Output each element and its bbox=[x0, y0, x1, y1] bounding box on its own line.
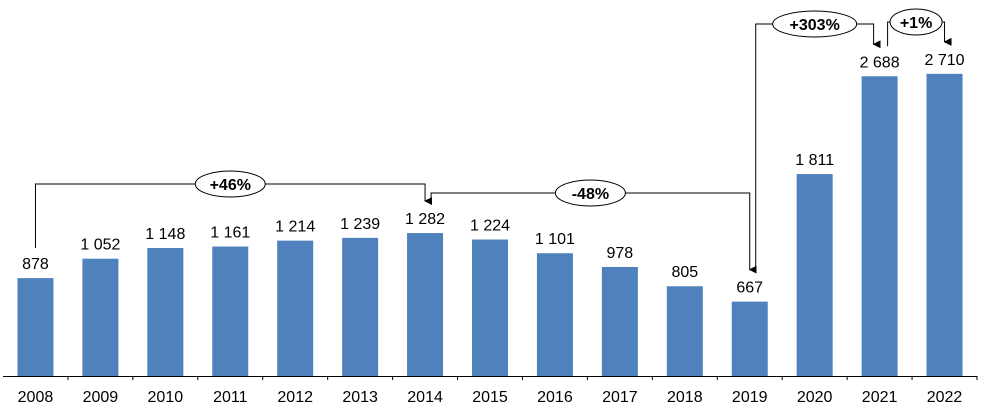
annotation-bubble-3 bbox=[772, 10, 858, 38]
value-label-2012: 1 214 bbox=[275, 219, 315, 236]
annotation-bubble-4 bbox=[889, 8, 943, 36]
value-label-2008: 878 bbox=[22, 256, 49, 273]
value-label-2020: 1 811 bbox=[795, 152, 834, 169]
value-label-2021: 2 688 bbox=[860, 54, 900, 71]
bar-2013 bbox=[342, 237, 379, 376]
value-label-2022: 2 710 bbox=[925, 52, 965, 69]
value-labels: 878 1 052 1 148 1 161 1 214 1 239 1 282 1 224 1 … bbox=[22, 52, 965, 297]
value-label-2010: 1 148 bbox=[145, 226, 185, 243]
bar-2020 bbox=[796, 174, 833, 376]
value-label-2014: 1 282 bbox=[405, 211, 445, 228]
bar-2010 bbox=[147, 247, 184, 376]
x-tick-2021: 2021 bbox=[862, 389, 898, 406]
value-label-2018: 805 bbox=[671, 264, 698, 281]
bar-2012 bbox=[277, 240, 314, 376]
value-label-2011: 1 161 bbox=[210, 225, 250, 242]
bar-2021 bbox=[861, 76, 898, 377]
x-tick-2010: 2010 bbox=[148, 389, 184, 406]
bar-2014 bbox=[407, 233, 444, 376]
x-tick-2008: 2008 bbox=[18, 389, 54, 406]
value-label-2015: 1 224 bbox=[470, 218, 510, 235]
bar-2019 bbox=[731, 301, 768, 376]
annotation-label-2: -48% bbox=[572, 186, 609, 203]
x-tick-2009: 2009 bbox=[83, 389, 119, 406]
annotation-labels: +46% -48% +303% +1% bbox=[194, 8, 943, 207]
value-label-2013: 1 239 bbox=[340, 216, 380, 233]
annotation-label-3: +303% bbox=[790, 17, 840, 34]
x-tick-2022: 2022 bbox=[927, 389, 963, 406]
x-tick-2016: 2016 bbox=[537, 389, 573, 406]
bar-2017 bbox=[601, 266, 638, 376]
x-tick-2019: 2019 bbox=[732, 389, 768, 406]
bar-2022 bbox=[926, 73, 963, 377]
x-tick-2014: 2014 bbox=[407, 389, 443, 406]
x-tick-2012: 2012 bbox=[277, 389, 313, 406]
x-tick-2020: 2020 bbox=[797, 389, 833, 406]
x-tick-2018: 2018 bbox=[667, 389, 703, 406]
annotation-bubble-1 bbox=[194, 170, 266, 198]
x-tick-2013: 2013 bbox=[342, 389, 378, 406]
x-tick-labels: 2008 2009 2010 2011 2012 2013 2014 2015 2016 2017… bbox=[18, 376, 978, 406]
value-label-2019: 667 bbox=[736, 280, 763, 297]
value-label-2016: 1 101 bbox=[535, 231, 575, 248]
bar-2015 bbox=[472, 239, 508, 376]
annotation-label-4: +1% bbox=[900, 15, 932, 32]
bar-2016 bbox=[536, 253, 573, 376]
bars bbox=[17, 73, 963, 377]
bar-2011 bbox=[212, 246, 249, 376]
bar-2009 bbox=[82, 258, 119, 376]
x-tick-2015: 2015 bbox=[472, 389, 508, 406]
value-label-2017: 978 bbox=[607, 245, 634, 262]
x-tick-2011: 2011 bbox=[213, 389, 248, 406]
bar-2018 bbox=[666, 286, 703, 376]
x-tick-2017: 2017 bbox=[602, 389, 638, 406]
annotation-bubble-2 bbox=[554, 179, 626, 207]
bar-2008 bbox=[17, 278, 54, 376]
value-label-2009: 1 052 bbox=[80, 237, 120, 254]
annotation-label-1: +46% bbox=[210, 177, 251, 194]
